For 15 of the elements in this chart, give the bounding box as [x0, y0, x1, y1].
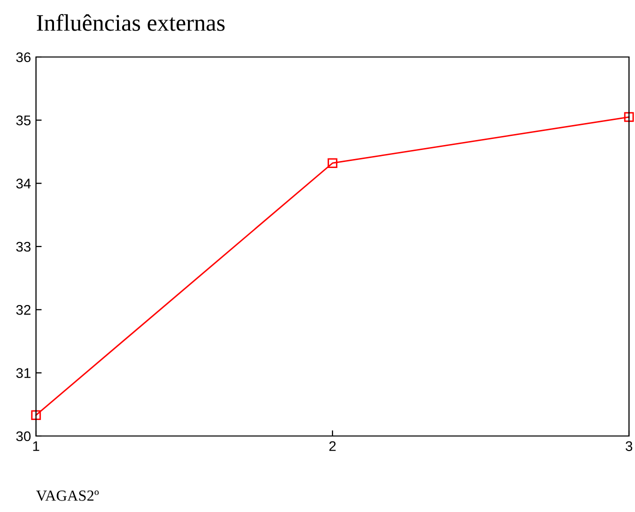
y-tick-label: 33	[16, 242, 31, 252]
point	[624, 112, 634, 122]
chart-title: Influências externas	[36, 14, 225, 31]
y-tick-label: 32	[16, 305, 30, 315]
point	[328, 158, 338, 168]
y-tick-label: 36	[16, 52, 31, 62]
y-tick-label: 30	[16, 431, 31, 442]
x-tick-label: 3	[626, 441, 632, 452]
y-tick-label: 34	[16, 178, 31, 189]
point	[31, 410, 41, 420]
x-axis-title: VAGAS2º	[36, 490, 99, 501]
x-tick-label: 2	[329, 441, 336, 451]
y-tick-label: 35	[16, 116, 31, 126]
y-tick-label: 31	[16, 368, 30, 378]
x-tick-label: 1	[33, 441, 40, 451]
